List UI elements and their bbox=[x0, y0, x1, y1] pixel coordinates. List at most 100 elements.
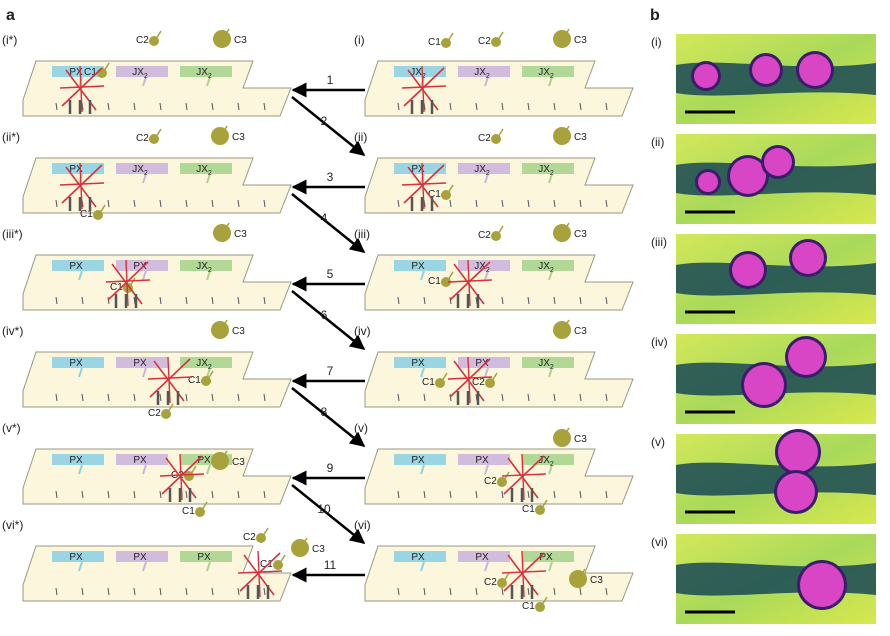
cargo-label-c3: C3 bbox=[232, 132, 245, 143]
stator-mark bbox=[55, 296, 58, 305]
cargo-label-c1: C1 bbox=[80, 209, 93, 220]
cargo-linker bbox=[447, 184, 454, 194]
molecular-walker bbox=[447, 356, 493, 405]
micrograph-panel: (iii) bbox=[651, 234, 876, 324]
cargo-label-c2: C2 bbox=[136, 133, 149, 144]
cargo-c3 bbox=[553, 321, 571, 339]
row-label: (v) bbox=[354, 421, 368, 435]
stator-mark bbox=[81, 296, 84, 305]
right-row: PX JX2 JX2 C1 C2 C3 (iii) bbox=[354, 222, 634, 311]
micrograph-column: (i) (ii) (iii) (iv) (v) (vi) bbox=[651, 34, 876, 624]
stator-mark bbox=[501, 296, 504, 305]
cargo-label-c3: C3 bbox=[574, 132, 587, 143]
stator-mark bbox=[81, 393, 84, 402]
stator-mark bbox=[475, 102, 478, 111]
gate-label: PX bbox=[411, 455, 425, 466]
walker-strand bbox=[421, 65, 425, 113]
gate-label: JX2 bbox=[538, 67, 554, 80]
gate-stem bbox=[548, 173, 553, 184]
gate-box bbox=[394, 551, 446, 562]
stator-mark bbox=[159, 296, 162, 305]
walker-strand bbox=[401, 85, 447, 89]
cargo-label-c1: C1 bbox=[428, 189, 441, 200]
walker-dot bbox=[732, 254, 764, 286]
stator-mark bbox=[159, 102, 162, 111]
gate-box bbox=[180, 260, 232, 271]
cargo-label-c2: C2 bbox=[243, 532, 256, 543]
cargo-c3 bbox=[553, 127, 571, 145]
right-row: PX JX2 JX2 C1 C2 C3 (ii) bbox=[354, 125, 634, 214]
stator-mark bbox=[237, 199, 240, 208]
track-band bbox=[676, 162, 876, 196]
step-arrow bbox=[291, 193, 366, 253]
gate-box bbox=[116, 163, 168, 174]
micrograph-panel: (vi) bbox=[651, 534, 876, 624]
gate-box bbox=[458, 454, 510, 465]
walker-strand bbox=[521, 453, 525, 501]
micrograph-panel: (iv) bbox=[651, 334, 876, 424]
stator-mark bbox=[397, 296, 400, 305]
gate-stem bbox=[206, 367, 211, 378]
walker-strand bbox=[501, 473, 547, 477]
cargo-label-c3: C3 bbox=[574, 229, 587, 240]
gate-stem bbox=[420, 464, 425, 475]
cargo-label-c1: C1 bbox=[428, 276, 441, 287]
left-row: PX PX PX C1 C2 C3 (vi*) bbox=[2, 518, 325, 602]
gate-box bbox=[458, 357, 510, 368]
gate-box bbox=[52, 454, 104, 465]
step-arrow bbox=[291, 96, 366, 156]
stator-mark bbox=[501, 490, 504, 499]
stator-mark bbox=[133, 490, 136, 499]
gate-box bbox=[52, 551, 104, 562]
stator-mark bbox=[527, 587, 530, 596]
stator-mark bbox=[501, 199, 504, 208]
cargo-c3 bbox=[211, 321, 229, 339]
gate-stem bbox=[420, 270, 425, 281]
cargo-linker bbox=[301, 537, 308, 547]
cargo-label-c2: C2 bbox=[478, 36, 491, 47]
stator-mark bbox=[553, 393, 556, 402]
stator-mark bbox=[527, 199, 530, 208]
cargo-c3 bbox=[211, 127, 229, 145]
stator-mark bbox=[579, 490, 582, 499]
gate-box bbox=[522, 163, 574, 174]
step-number: 10 bbox=[317, 502, 331, 516]
gate-box bbox=[116, 454, 168, 465]
gate-stem bbox=[142, 367, 147, 378]
stator-mark bbox=[263, 490, 266, 499]
gate-stem bbox=[484, 270, 489, 281]
cargo-linker bbox=[155, 128, 162, 138]
panel-label-b: b bbox=[650, 7, 660, 24]
gate-box bbox=[522, 66, 574, 77]
stator-mark bbox=[579, 296, 582, 305]
stator-mark bbox=[55, 102, 58, 111]
right-row: PX PX JX2 C1 C2 C3 (v) bbox=[354, 421, 634, 515]
walker-strand bbox=[467, 259, 471, 307]
stator-mark bbox=[553, 199, 556, 208]
gate-stem bbox=[142, 464, 147, 475]
cargo-linker bbox=[279, 554, 286, 564]
gate-label: PX bbox=[197, 455, 211, 466]
gate-stem bbox=[548, 464, 553, 475]
gate-box bbox=[522, 551, 574, 562]
stator-mark bbox=[55, 587, 58, 596]
cargo-linker bbox=[541, 499, 548, 509]
left-row: PX PX JX2 C1 C3 (iii*) bbox=[2, 222, 292, 311]
gate-label: PX bbox=[133, 552, 147, 563]
gate-stem bbox=[206, 464, 211, 475]
stator-mark bbox=[159, 490, 162, 499]
stator-mark bbox=[55, 490, 58, 499]
cargo-c3 bbox=[553, 30, 571, 48]
gate-box bbox=[394, 260, 446, 271]
cargo-label-c2: C2 bbox=[136, 35, 149, 46]
cargo-linker bbox=[103, 62, 110, 72]
gate-box bbox=[116, 66, 168, 77]
stator-mark bbox=[107, 102, 110, 111]
stator-mark bbox=[579, 393, 582, 402]
stator-mark bbox=[107, 587, 110, 596]
step-number: 1 bbox=[327, 73, 334, 87]
row-label: (vi) bbox=[354, 518, 371, 532]
row-label: (iv*) bbox=[2, 324, 23, 338]
gate-label: PX bbox=[475, 455, 489, 466]
